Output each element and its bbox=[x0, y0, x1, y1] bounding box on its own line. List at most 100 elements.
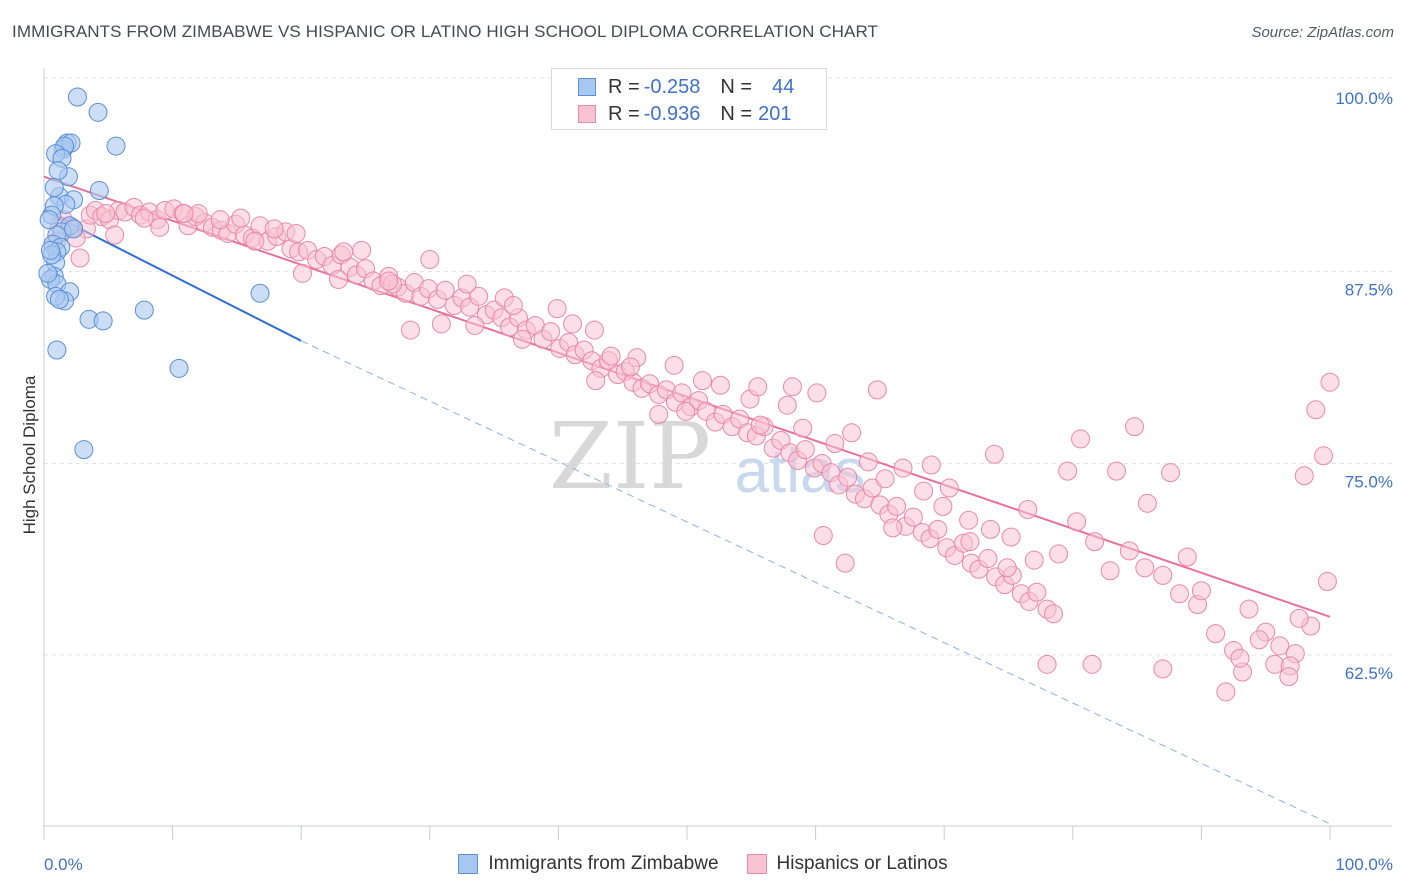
legend-n-value: 44 bbox=[772, 75, 795, 98]
data-point-hispanics bbox=[1239, 599, 1259, 619]
data-point-hispanics bbox=[903, 507, 923, 527]
data-point-hispanics bbox=[264, 219, 284, 239]
data-point-hispanics bbox=[1049, 544, 1069, 564]
data-point-hispanics bbox=[1137, 493, 1157, 513]
x-tick-label: 100.0% bbox=[1335, 855, 1393, 874]
data-point-hispanics bbox=[292, 263, 312, 283]
data-point-zimbabwe bbox=[44, 177, 64, 197]
data-point-hispanics bbox=[649, 404, 669, 424]
data-point-zimbabwe bbox=[89, 181, 109, 201]
data-point-hispanics bbox=[1119, 541, 1139, 561]
data-point-hispanics bbox=[328, 269, 348, 289]
legend-r-label: R = bbox=[608, 102, 640, 125]
data-point-zimbabwe bbox=[250, 283, 270, 303]
legend-label-hispanics: Hispanics or Latinos bbox=[776, 853, 948, 874]
data-point-hispanics bbox=[664, 355, 684, 375]
data-point-hispanics bbox=[1294, 466, 1314, 486]
data-point-hispanics bbox=[914, 481, 934, 501]
data-point-hispanics bbox=[379, 271, 399, 291]
data-point-hispanics bbox=[1135, 558, 1155, 578]
data-point-zimbabwe bbox=[40, 240, 60, 260]
data-point-hispanics bbox=[980, 519, 1000, 539]
data-point-hispanics bbox=[939, 478, 959, 498]
data-point-hispanics bbox=[1170, 584, 1190, 604]
legend-r-value: -0.936 bbox=[643, 102, 701, 125]
data-point-hispanics bbox=[584, 320, 604, 340]
data-point-zimbabwe bbox=[169, 358, 189, 378]
source-label: Source: ZipAtlas.com bbox=[1251, 24, 1394, 41]
data-point-hispanics bbox=[174, 204, 194, 224]
data-point-zimbabwe bbox=[39, 210, 59, 230]
data-point-hispanics bbox=[1082, 654, 1102, 674]
axes bbox=[43, 68, 1392, 840]
data-point-hispanics bbox=[795, 440, 815, 460]
data-point-hispanics bbox=[401, 320, 421, 340]
legend-r-label: R = bbox=[608, 75, 640, 98]
data-point-hispanics bbox=[134, 208, 154, 228]
data-point-zimbabwe bbox=[93, 311, 113, 331]
data-point-hispanics bbox=[586, 371, 606, 391]
data-point-hispanics bbox=[1191, 581, 1211, 601]
data-point-hispanics bbox=[862, 478, 882, 498]
data-point-hispanics bbox=[1317, 572, 1337, 592]
legend-swatch-hispanics bbox=[578, 105, 596, 123]
legend-item-zimbabwe[interactable]: Immigrants from Zimbabwe bbox=[458, 853, 719, 875]
legend-r-value: -0.258 bbox=[643, 75, 701, 98]
data-point-hispanics bbox=[858, 452, 878, 472]
data-point-hispanics bbox=[710, 375, 730, 395]
data-point-hispanics bbox=[231, 208, 251, 228]
legend-swatch-zimbabwe bbox=[458, 854, 479, 874]
points-hispanics bbox=[47, 197, 1340, 702]
y-tick-label: 62.5% bbox=[1345, 664, 1393, 683]
data-point-zimbabwe bbox=[47, 340, 67, 360]
legend-row-hispanics: R = -0.936 N = 201 bbox=[578, 101, 791, 127]
data-point-zimbabwe bbox=[88, 102, 108, 122]
data-point-hispanics bbox=[1125, 417, 1145, 437]
data-point-hispanics bbox=[1107, 461, 1127, 481]
data-point-zimbabwe bbox=[48, 161, 68, 181]
data-point-hispanics bbox=[420, 250, 440, 270]
legend-row-zimbabwe: R = -0.258 N = 44 bbox=[578, 74, 794, 100]
data-point-hispanics bbox=[457, 274, 477, 294]
data-point-hispanics bbox=[978, 549, 998, 569]
data-point-hispanics bbox=[1153, 565, 1173, 585]
gridlines bbox=[44, 77, 1392, 656]
legend-n-value: 201 bbox=[758, 102, 792, 125]
legend-item-hispanics[interactable]: Hispanics or Latinos bbox=[746, 853, 948, 875]
data-point-hispanics bbox=[793, 418, 813, 438]
data-point-zimbabwe bbox=[67, 87, 87, 107]
legend-box: R = -0.258 N = 44 R = -0.936 N = 201 bbox=[551, 68, 827, 130]
data-point-hispanics bbox=[1206, 624, 1226, 644]
data-point-hispanics bbox=[96, 204, 116, 224]
data-point-hispanics bbox=[1153, 659, 1173, 679]
data-point-hispanics bbox=[1100, 561, 1120, 581]
y-axis-label: High School Diploma bbox=[20, 375, 39, 535]
points-zimbabwe bbox=[38, 87, 270, 460]
data-point-hispanics bbox=[1071, 429, 1091, 449]
data-point-hispanics bbox=[1289, 608, 1309, 628]
data-point-hispanics bbox=[1058, 461, 1078, 481]
data-point-hispanics bbox=[435, 280, 455, 300]
data-point-hispanics bbox=[1216, 682, 1236, 702]
data-point-hispanics bbox=[921, 455, 941, 475]
data-point-hispanics bbox=[1018, 499, 1038, 519]
data-point-hispanics bbox=[541, 322, 561, 342]
tick-labels: 62.5% 75.0% 87.5% 100.0% 0.0% 100.0% bbox=[44, 89, 1393, 874]
data-point-zimbabwe bbox=[49, 289, 69, 309]
data-point-hispanics bbox=[1001, 527, 1021, 547]
data-point-hispanics bbox=[70, 248, 90, 268]
chart-title: IMMIGRANTS FROM ZIMBABWE VS HISPANIC OR … bbox=[12, 22, 879, 41]
data-point-hispanics bbox=[245, 231, 265, 251]
data-point-hispanics bbox=[825, 434, 845, 454]
data-point-hispanics bbox=[503, 296, 523, 316]
data-point-zimbabwe bbox=[106, 136, 126, 156]
data-point-hispanics bbox=[1037, 654, 1057, 674]
data-point-hispanics bbox=[1279, 667, 1299, 687]
data-point-hispanics bbox=[1161, 463, 1181, 483]
data-point-hispanics bbox=[887, 496, 907, 516]
data-point-hispanics bbox=[750, 415, 770, 435]
data-point-hispanics bbox=[150, 217, 170, 237]
data-point-hispanics bbox=[469, 286, 489, 306]
data-point-hispanics bbox=[933, 496, 953, 516]
